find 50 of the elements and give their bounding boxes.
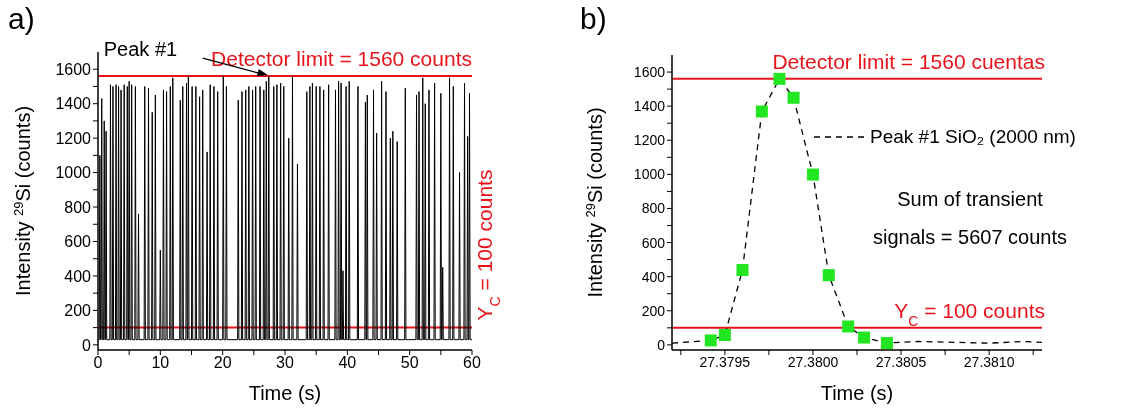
point: [806, 168, 819, 181]
x-axis-title: Time (s): [820, 382, 894, 404]
point: [880, 337, 893, 350]
y-tick-label: 200: [64, 302, 92, 320]
y-tick-label: 0: [657, 336, 666, 353]
y-tick-label: 800: [641, 200, 666, 217]
y-tick-label: 1400: [633, 98, 666, 115]
point: [822, 269, 835, 282]
y-tick-label: 1600: [55, 60, 92, 78]
point: [773, 72, 786, 85]
x-tick-label: 30: [276, 354, 294, 372]
x-tick-label: 27.3810: [963, 353, 1015, 370]
point: [787, 91, 800, 104]
x-tick-label: 0: [93, 354, 103, 372]
y-tick-label: 600: [641, 234, 666, 251]
point: [755, 105, 768, 118]
y-tick-label: 600: [64, 233, 92, 251]
x-tick-label: 60: [463, 354, 481, 372]
y-tick-label: 1000: [55, 164, 92, 182]
x-tick-label: 10: [151, 354, 170, 372]
point: [858, 331, 871, 344]
x-tick-label: 27.3800: [787, 353, 839, 370]
point: [842, 320, 855, 333]
x-tick-label: 40: [338, 354, 357, 372]
y-tick-label: 400: [641, 268, 666, 285]
y-tick-label: 1400: [55, 95, 92, 113]
annotation: Peak #1: [103, 38, 178, 61]
y-tick-label: 400: [64, 267, 92, 285]
y-tick-label: 200: [641, 302, 666, 319]
chart-title: a): [8, 2, 35, 36]
annotation: Sum of transient signals = 5607 counts: [872, 187, 1068, 250]
x-tick-label: 50: [400, 354, 419, 372]
chart-title: b): [580, 2, 607, 36]
y-tick-label: 1200: [55, 129, 92, 147]
legend-label: Peak #1 SiO₂ (2000 nm): [870, 126, 1076, 148]
y-tick-label: 1200: [633, 132, 666, 149]
ref-line-label: Detector limit = 1560 cuentas: [772, 49, 1045, 73]
x-tick-label: 27.3795: [699, 353, 751, 370]
point: [704, 334, 717, 347]
point: [718, 328, 731, 341]
point: [736, 264, 749, 277]
x-tick-label: 27.3805: [875, 353, 927, 370]
y-tick-label: 1600: [633, 64, 666, 81]
x-tick-label: 20: [213, 354, 232, 372]
x-axis-title: Time (s): [248, 382, 322, 404]
ref-line-label: Detector limit = 1560 counts: [211, 47, 472, 71]
y-tick-label: 800: [64, 198, 92, 216]
y-tick-label: 1000: [633, 166, 666, 183]
ref-line-label: Y$_{C}$ = 100 counts: [894, 298, 1045, 329]
y-tick-label: 0: [82, 336, 92, 354]
